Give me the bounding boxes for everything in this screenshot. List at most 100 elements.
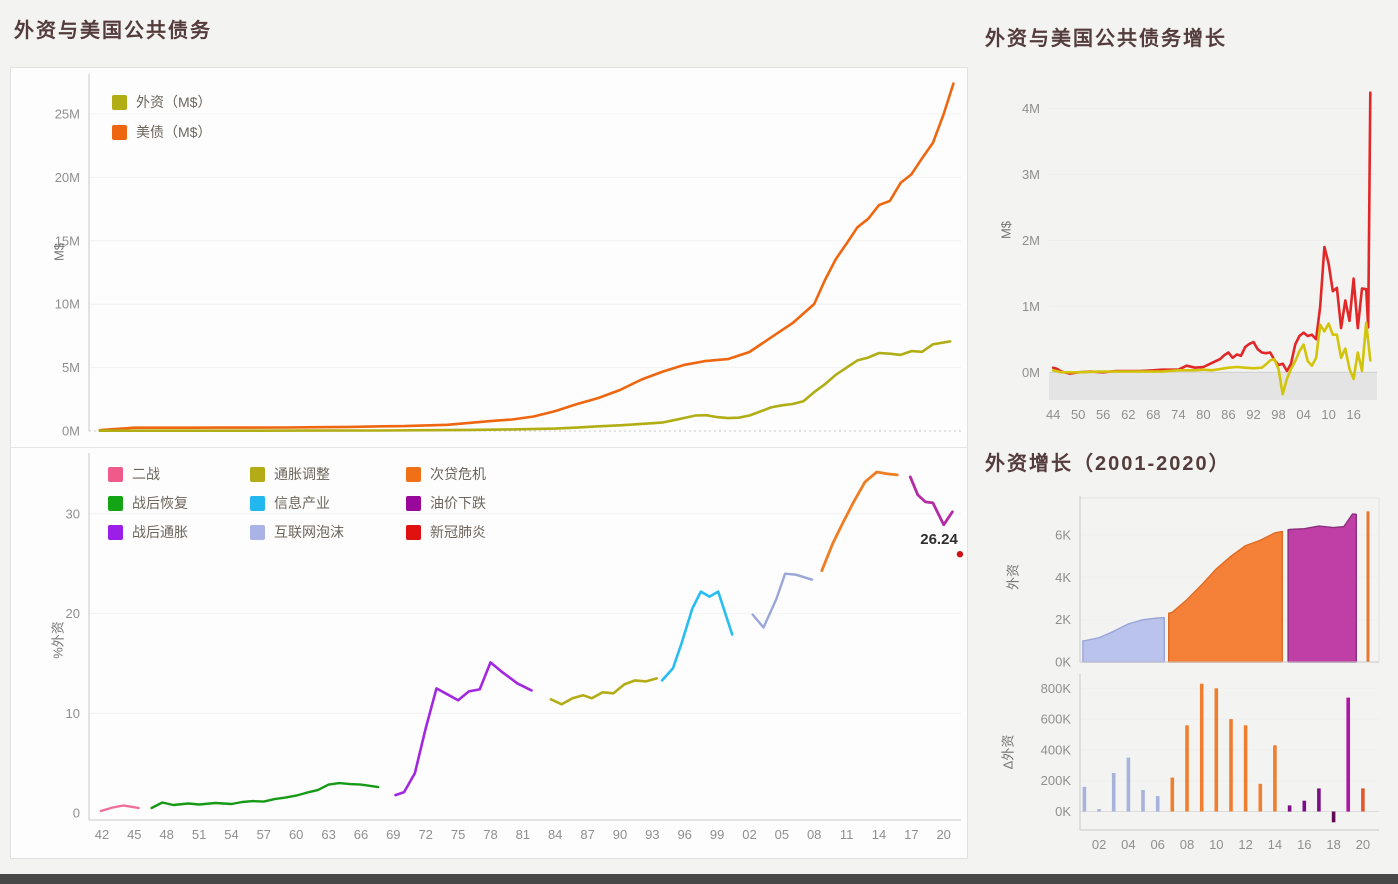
svg-text:63: 63 <box>321 827 335 842</box>
svg-text:45: 45 <box>127 827 141 842</box>
svg-text:80: 80 <box>1196 407 1210 422</box>
foreign-area-chart: 0K 2K 4K 6K <box>1055 496 1380 670</box>
svg-text:54: 54 <box>224 827 238 842</box>
svg-text:44: 44 <box>1046 407 1060 422</box>
svg-text:10: 10 <box>66 706 80 721</box>
legend-swatch-icon <box>112 94 127 110</box>
svg-text:20: 20 <box>936 827 950 842</box>
svg-text:18: 18 <box>1326 837 1340 852</box>
svg-text:84: 84 <box>548 827 562 842</box>
svg-text:66: 66 <box>354 827 368 842</box>
debt-levels-chart: 0M 5M 10M 15M 20M 25M <box>55 74 961 439</box>
svg-text:74: 74 <box>1171 407 1185 422</box>
svg-text:200K: 200K <box>1041 773 1072 788</box>
svg-text:08: 08 <box>1180 837 1194 852</box>
growth-y-axis-label: M$ <box>998 220 1014 240</box>
share-y-axis-label: %外资 <box>50 621 66 659</box>
left-section-title: 外资与美国公共债务 <box>14 20 212 42</box>
foreign-share-chart: 0 10 20 30 42 45 48 51 54 57 60 63 66 69 72 75 78 81 84 87 9… <box>66 453 964 842</box>
svg-text:0M: 0M <box>62 424 80 439</box>
svg-text:57: 57 <box>257 827 271 842</box>
svg-text:400K: 400K <box>1041 742 1072 757</box>
legend-swatch-icon <box>108 524 123 540</box>
right-bottom-title: 外资增长（2001-2020） <box>985 453 1231 475</box>
svg-text:92: 92 <box>1246 407 1260 422</box>
era-legend: 二战战后恢复战后通胀 通胀调整信息产业互联网泡沫 次贷危机油价下跌新冠肺炎 <box>108 464 486 542</box>
legend-item[interactable]: 美债（M$） <box>112 122 211 142</box>
svg-text:08: 08 <box>807 827 821 842</box>
legend-item[interactable]: 通胀调整 <box>250 464 344 484</box>
svg-text:20: 20 <box>66 606 80 621</box>
legend-swatch-icon <box>250 466 265 482</box>
svg-text:50: 50 <box>1071 407 1085 422</box>
svg-text:5M: 5M <box>62 360 80 375</box>
legend-swatch-icon <box>112 124 127 140</box>
legend-label: 战后恢复 <box>132 495 188 511</box>
svg-text:06: 06 <box>1150 837 1164 852</box>
legend-swatch-icon <box>406 495 421 511</box>
legend-item[interactable]: 战后通胀 <box>108 522 188 542</box>
legend-label: 信息产业 <box>274 495 330 511</box>
svg-text:26.24: 26.24 <box>920 531 958 548</box>
svg-text:2K: 2K <box>1055 612 1071 627</box>
svg-text:90: 90 <box>613 827 627 842</box>
legend-item[interactable]: 外资（M$） <box>112 92 211 112</box>
svg-text:16: 16 <box>1297 837 1311 852</box>
svg-text:20M: 20M <box>55 170 80 185</box>
legend-item[interactable]: 油价下跌 <box>406 493 486 513</box>
debt-levels-legend: 外资（M$） 美债（M$） <box>112 92 211 142</box>
debt-growth-chart: 0M 1M 2M 3M 4M 44 50 56 62 68 74 80 86 92 98 04 10 16 <box>1022 91 1377 422</box>
svg-text:10M: 10M <box>55 297 80 312</box>
svg-text:75: 75 <box>451 827 465 842</box>
svg-text:30: 30 <box>66 506 80 521</box>
legend-item[interactable]: 二战 <box>108 464 188 484</box>
svg-text:16: 16 <box>1346 407 1360 422</box>
svg-text:78: 78 <box>483 827 497 842</box>
legend-item[interactable]: 次贷危机 <box>406 464 486 484</box>
svg-text:99: 99 <box>710 827 724 842</box>
svg-text:81: 81 <box>516 827 530 842</box>
svg-text:62: 62 <box>1121 407 1135 422</box>
legend-swatch-icon <box>406 524 421 540</box>
debt-panel: 0M 5M 10M 15M 20M 25M 0 10 20 30 42 45 48 51 54 57 60 63… <box>10 67 968 859</box>
svg-text:98: 98 <box>1271 407 1285 422</box>
svg-text:69: 69 <box>386 827 400 842</box>
svg-text:72: 72 <box>418 827 432 842</box>
svg-text:0K: 0K <box>1055 655 1071 670</box>
legend-label: 通胀调整 <box>274 466 330 482</box>
svg-text:93: 93 <box>645 827 659 842</box>
svg-text:6K: 6K <box>1055 528 1071 543</box>
svg-text:2M: 2M <box>1022 233 1040 248</box>
legend-item[interactable]: 战后恢复 <box>108 493 188 513</box>
legend-swatch-icon <box>108 466 123 482</box>
svg-text:04: 04 <box>1296 407 1310 422</box>
svg-text:02: 02 <box>1092 837 1106 852</box>
debt-y-axis-label: M$ <box>51 242 67 262</box>
legend-label: 互联网泡沫 <box>274 524 344 540</box>
legend-label: 油价下跌 <box>430 495 486 511</box>
right-top-title: 外资与美国公共债务增长 <box>985 28 1227 50</box>
legend-swatch-icon <box>250 495 265 511</box>
svg-text:60: 60 <box>289 827 303 842</box>
svg-text:48: 48 <box>159 827 173 842</box>
legend-swatch-icon <box>108 495 123 511</box>
svg-text:68: 68 <box>1146 407 1160 422</box>
svg-text:600K: 600K <box>1041 712 1072 727</box>
legend-swatch-icon <box>250 524 265 540</box>
legend-item[interactable]: 信息产业 <box>250 493 344 513</box>
delta-y-axis-label: Δ外资 <box>1000 734 1016 770</box>
svg-text:0: 0 <box>73 806 80 821</box>
legend-label: 二战 <box>132 466 160 482</box>
panel-divider <box>11 447 967 448</box>
legend-label: 美债（M$） <box>136 124 212 140</box>
legend-item[interactable]: 新冠肺炎 <box>406 522 486 542</box>
svg-text:11: 11 <box>840 827 854 842</box>
legend-label: 外资（M$） <box>136 94 212 110</box>
legend-label: 新冠肺炎 <box>430 524 486 540</box>
svg-text:0K: 0K <box>1055 804 1071 819</box>
legend-item[interactable]: 互联网泡沫 <box>250 522 344 542</box>
svg-text:04: 04 <box>1121 837 1135 852</box>
svg-text:15M: 15M <box>55 233 80 248</box>
legend-swatch-icon <box>406 466 421 482</box>
